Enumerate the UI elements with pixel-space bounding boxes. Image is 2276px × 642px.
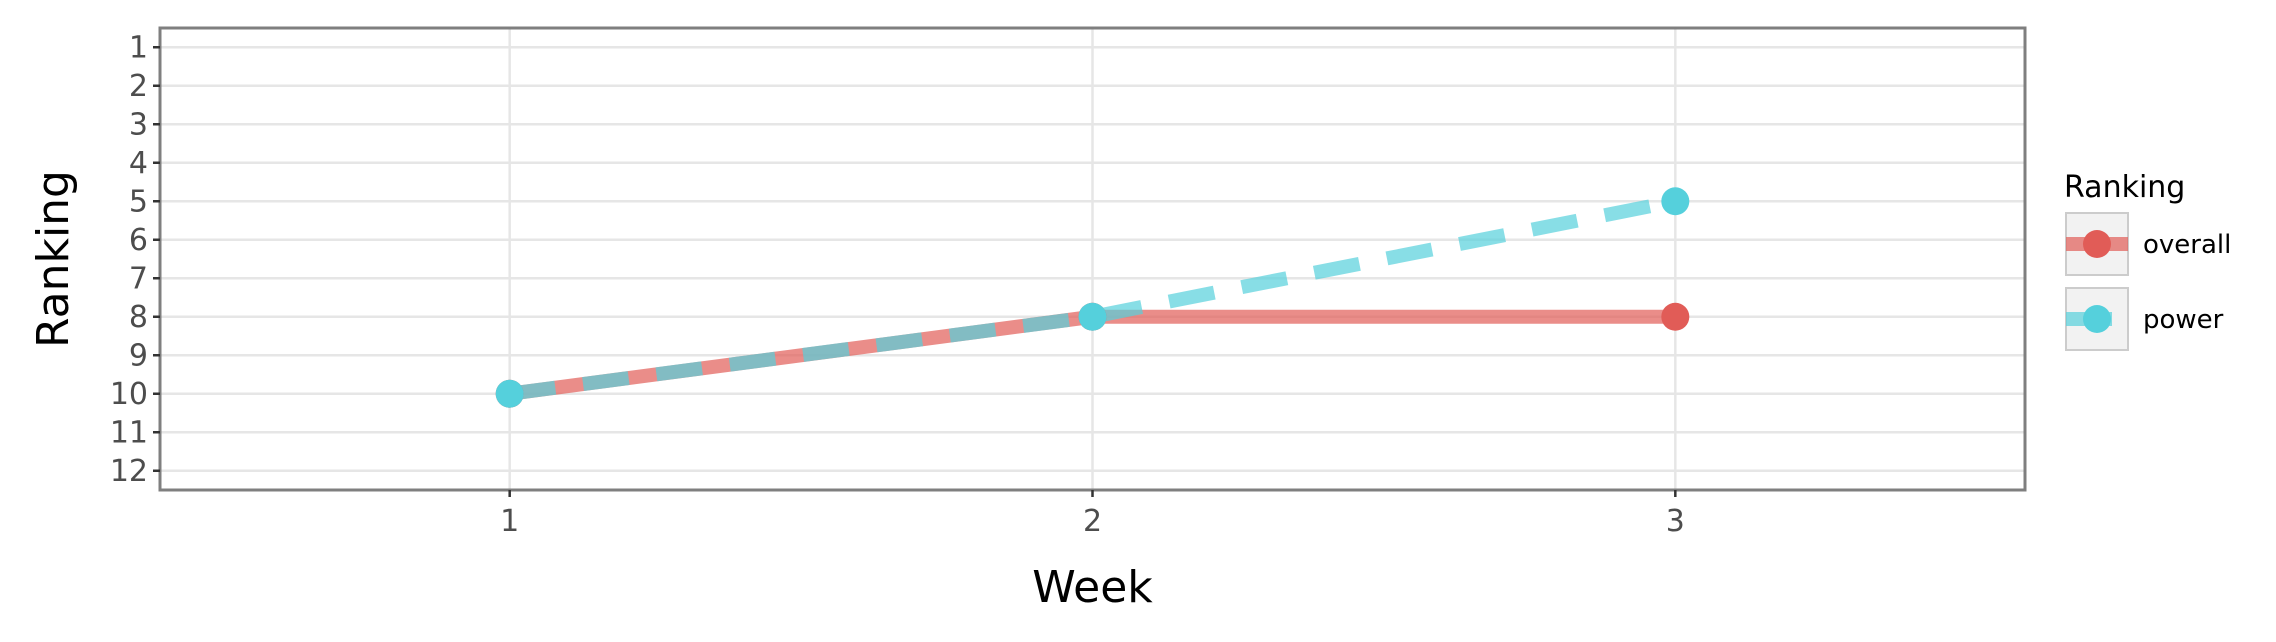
data-point-power bbox=[1078, 302, 1107, 331]
legend-key-point bbox=[2083, 305, 2111, 333]
grid-lines bbox=[160, 28, 2025, 490]
legend-label: overall bbox=[2143, 230, 2231, 260]
series-line-power bbox=[508, 194, 1677, 401]
legend: Ranking overall power bbox=[2064, 170, 2231, 351]
legend-key-point bbox=[2083, 230, 2111, 258]
y-tick-label: 10 bbox=[110, 377, 148, 412]
y-tick-label: 5 bbox=[129, 184, 148, 219]
y-tick-label: 3 bbox=[129, 107, 148, 142]
y-tick-label: 8 bbox=[129, 300, 148, 335]
x-axis-title: Week bbox=[1032, 562, 1153, 613]
legend-item-overall: overall bbox=[2065, 212, 2231, 276]
legend-title: Ranking bbox=[2064, 170, 2185, 205]
legend-items: overall power bbox=[2065, 212, 2231, 351]
y-tick-label: 2 bbox=[129, 69, 148, 104]
y-tick-label: 7 bbox=[129, 261, 148, 296]
data-points bbox=[495, 187, 1690, 408]
y-tick-label: 11 bbox=[110, 415, 148, 450]
y-tick-label: 6 bbox=[129, 223, 148, 258]
legend-item-power: power bbox=[2065, 287, 2224, 351]
legend-label: power bbox=[2143, 305, 2224, 335]
y-tick-label: 1 bbox=[129, 30, 148, 65]
y-tick-label: 9 bbox=[129, 338, 148, 373]
x-tick-label: 2 bbox=[1083, 504, 1102, 539]
x-axis-ticks: 1 2 3 bbox=[500, 490, 1685, 539]
x-tick-label: 1 bbox=[500, 504, 519, 539]
data-point-power bbox=[495, 379, 524, 408]
y-tick-label: 4 bbox=[129, 146, 148, 181]
data-point-overall bbox=[1661, 302, 1690, 331]
data-point-power bbox=[1661, 187, 1690, 216]
y-axis-title: Ranking bbox=[28, 170, 79, 348]
x-tick-label: 3 bbox=[1666, 504, 1685, 539]
y-tick-label: 12 bbox=[110, 454, 148, 489]
